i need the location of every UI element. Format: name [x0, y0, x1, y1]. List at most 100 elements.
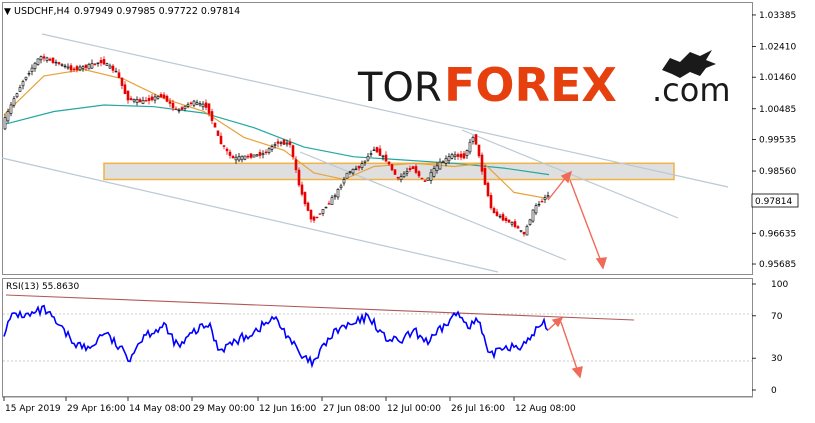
candle-body — [333, 195, 337, 198]
candle-body — [105, 63, 109, 67]
candle — [513, 219, 517, 229]
candle-body — [159, 94, 163, 98]
candle — [255, 154, 259, 157]
candle — [168, 98, 172, 108]
candle — [138, 97, 142, 103]
candle-body — [525, 226, 529, 236]
candle — [300, 181, 304, 197]
rsi-tick-label: 100 — [771, 280, 788, 290]
price-axis: 1.03385 1.02410 1.01460 1.00485 0.99535 0.985… — [752, 11, 796, 270]
candle — [378, 145, 382, 156]
candle-body — [237, 156, 241, 161]
candle-body — [78, 66, 82, 71]
candle-body — [474, 134, 478, 145]
candle — [180, 105, 184, 111]
candle-body — [111, 65, 115, 71]
candle-body — [72, 68, 76, 71]
candle — [354, 165, 358, 171]
candle-body — [273, 144, 277, 147]
candle — [81, 65, 85, 72]
candle-body — [462, 153, 466, 159]
candle-body — [174, 108, 178, 111]
candle-body — [213, 122, 217, 128]
candle-body — [162, 94, 166, 99]
candle-body — [417, 171, 421, 177]
candle — [372, 146, 376, 151]
candle-body — [438, 161, 442, 170]
candle — [297, 167, 301, 188]
candle-body — [186, 104, 190, 107]
candle — [141, 96, 145, 105]
rsi-label: RSI(13) 55.8630 — [6, 282, 79, 292]
candle — [483, 165, 487, 186]
candle-body — [54, 61, 58, 64]
candle — [318, 213, 322, 215]
candle — [495, 208, 499, 217]
candle-body — [120, 77, 124, 86]
candle — [84, 64, 88, 71]
candle — [459, 151, 463, 161]
candle — [177, 108, 181, 114]
candle — [519, 230, 523, 233]
price-tick-label: 0.99535 — [759, 135, 796, 145]
candle-body — [453, 154, 457, 157]
candle-body — [429, 172, 433, 181]
candle — [57, 61, 61, 66]
candle — [186, 102, 190, 109]
candle-body — [510, 222, 514, 225]
candle-body — [411, 166, 415, 170]
candle-body — [381, 155, 385, 158]
torforex-logo: TOR FOREX .com — [357, 50, 731, 112]
time-axis: 15 Apr 2019 29 Apr 16:00 14 May 08:00 29 Ma… — [3, 397, 576, 414]
bull-bear-icon — [662, 50, 716, 78]
candle — [420, 177, 424, 180]
candle — [135, 96, 139, 106]
candle-body — [540, 201, 544, 203]
chart-menu-icon[interactable]: ▼ — [4, 7, 11, 17]
candle-body — [222, 145, 226, 147]
candle — [393, 169, 397, 175]
candle — [270, 144, 274, 152]
candle-body — [195, 102, 199, 105]
candle — [3, 114, 7, 131]
candle-body — [420, 177, 424, 180]
candle — [375, 146, 379, 153]
candle — [45, 56, 49, 63]
candle-body — [459, 153, 463, 158]
candle-body — [204, 102, 208, 108]
candle-body — [132, 99, 136, 102]
candle-body — [231, 156, 235, 159]
candle — [342, 176, 346, 186]
price-tick-label: 1.03385 — [759, 11, 796, 21]
candle — [36, 58, 40, 66]
candle-body — [15, 93, 19, 98]
candle-body — [519, 230, 523, 232]
candle-body — [180, 107, 184, 110]
rsi-tick-label: 30 — [771, 354, 783, 364]
rsi-arrow-down — [560, 321, 579, 373]
candle — [42, 53, 46, 62]
candle — [366, 153, 370, 162]
candle-body — [48, 58, 52, 61]
candle — [426, 177, 430, 181]
candle-body — [33, 62, 37, 69]
candle-body — [426, 177, 430, 181]
candle — [123, 81, 127, 95]
candle — [471, 135, 475, 145]
candle — [147, 94, 151, 105]
candle-body — [114, 70, 118, 73]
candle — [15, 92, 19, 99]
candle-body — [327, 203, 331, 205]
candle-body — [255, 154, 259, 157]
candle — [258, 149, 262, 159]
rsi-arrow-up-head — [551, 316, 564, 328]
candle-body — [177, 109, 181, 112]
candle-body — [375, 147, 379, 153]
candle-body — [468, 141, 472, 153]
candle-body — [234, 156, 238, 161]
candle-body — [309, 209, 313, 220]
time-tick-label: 29 Apr 16:00 — [67, 404, 126, 414]
candle — [363, 160, 367, 166]
